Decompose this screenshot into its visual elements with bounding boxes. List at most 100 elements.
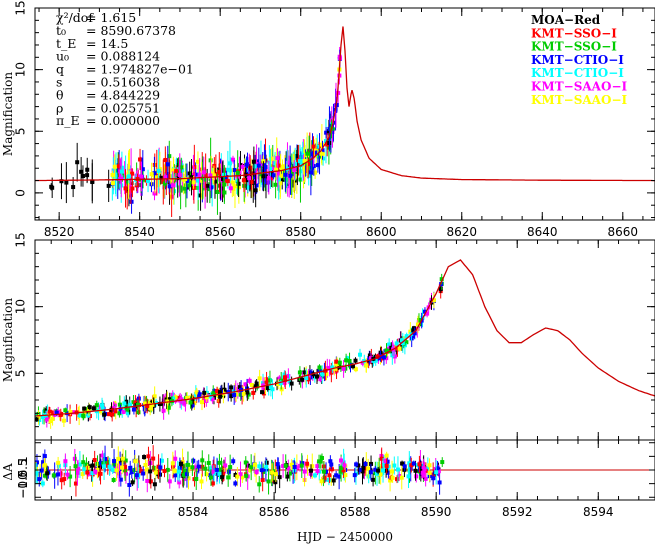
data-point (348, 363, 353, 368)
data-point (275, 171, 280, 176)
data-point (319, 151, 324, 156)
data-point (68, 409, 73, 414)
residual-point (322, 475, 327, 480)
data-point (201, 393, 206, 398)
residual-point (421, 466, 426, 471)
data-point (265, 386, 270, 391)
residual-point (366, 474, 371, 479)
residual-point (42, 463, 47, 468)
data-point (157, 402, 162, 407)
data-point (293, 162, 298, 167)
data-point (50, 185, 55, 190)
y-tick-label: 15 (14, 232, 28, 247)
data-point (61, 418, 66, 423)
data-point (312, 146, 317, 151)
data-point (175, 175, 180, 180)
data-point (215, 189, 220, 194)
residual-point (76, 466, 81, 471)
residual-point (56, 460, 61, 465)
data-point (259, 172, 264, 177)
data-point (191, 180, 196, 185)
residual-point (329, 467, 334, 472)
data-point (252, 164, 257, 169)
data-point (315, 163, 320, 168)
data-point (131, 407, 136, 412)
residual-point (281, 463, 286, 468)
residual-point (123, 465, 128, 470)
residual-point (59, 478, 64, 483)
x-tick-label: 8588 (340, 505, 371, 519)
data-point (397, 346, 402, 351)
data-point (341, 366, 346, 371)
data-point (353, 367, 358, 372)
data-point (247, 378, 252, 383)
data-point (167, 397, 172, 402)
param-name: χ²/dof (56, 10, 94, 25)
residual-y-tick-label: 0.5 (16, 458, 30, 477)
data-point (225, 167, 230, 172)
data-point (71, 185, 76, 190)
data-point (282, 372, 287, 377)
data-point (304, 165, 309, 170)
residual-point (104, 459, 109, 464)
residual-point (102, 464, 107, 469)
residual-point (243, 460, 248, 465)
residual-point (238, 472, 243, 477)
residual-point (143, 463, 148, 468)
data-point (327, 126, 332, 131)
residual-point (133, 459, 138, 464)
y-tick-label: 10 (14, 62, 28, 77)
data-point (286, 374, 291, 379)
residual-point (273, 472, 278, 477)
data-point (171, 396, 176, 401)
residual-point (289, 462, 294, 467)
param-value: = 0.516038 (86, 75, 160, 90)
residual-point (208, 473, 213, 478)
residual-point (257, 482, 262, 487)
data-point (82, 406, 87, 411)
data-point (249, 383, 254, 388)
x-tick-label: 8520 (44, 225, 75, 239)
residual-point (73, 481, 78, 486)
data-point (153, 175, 158, 180)
data-point (107, 412, 112, 417)
legend-entry: MOA−Red (531, 13, 601, 27)
residual-point (110, 467, 115, 472)
residual-point (130, 480, 135, 485)
residual-point (319, 479, 324, 484)
data-point (111, 406, 116, 411)
residual-point (247, 468, 252, 473)
residual-point (327, 473, 332, 478)
data-point (267, 378, 272, 383)
data-point (112, 164, 117, 169)
data-point (312, 375, 317, 380)
data-point (161, 398, 166, 403)
data-point (211, 173, 216, 178)
data-point (297, 370, 302, 375)
data-point (247, 176, 252, 181)
param-name: s (56, 75, 62, 90)
residual-point (134, 473, 139, 478)
residual-point (151, 456, 156, 461)
data-point (260, 166, 265, 171)
data-point (431, 298, 436, 303)
data-point (209, 185, 214, 190)
data-point (399, 338, 404, 343)
data-point (306, 377, 311, 382)
residual-point (41, 460, 46, 465)
data-point (313, 170, 318, 175)
data-point (198, 193, 203, 198)
residual-point (413, 468, 418, 473)
data-point (168, 178, 173, 183)
residual-point (45, 471, 50, 476)
residual-point (427, 470, 432, 475)
data-point (384, 348, 389, 353)
data-point (246, 392, 251, 397)
data-point (64, 180, 69, 185)
x-tick-label: 8660 (608, 225, 639, 239)
data-point (245, 185, 250, 190)
data-point (135, 402, 140, 407)
model-curve (35, 26, 655, 182)
data-point (324, 371, 329, 376)
